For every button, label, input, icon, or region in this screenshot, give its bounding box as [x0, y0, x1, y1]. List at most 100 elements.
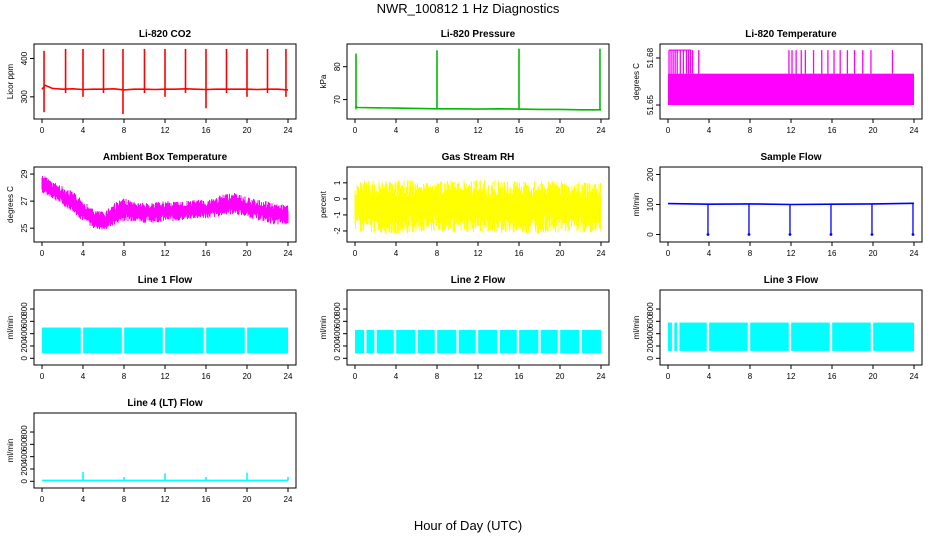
data-gap [677, 321, 680, 352]
x-tick-label: 4 [81, 372, 86, 381]
x-tick-label: 4 [394, 372, 399, 381]
y-tick-label: 0 [646, 356, 655, 361]
y-tick-label: 25 [20, 223, 29, 232]
y-tick-label: 400 [20, 326, 29, 340]
x-tick-label: 4 [81, 126, 86, 135]
y-axis-label: ml/min [632, 316, 641, 340]
y-tick-label: 0 [333, 196, 342, 201]
data-gap [829, 321, 833, 352]
x-tick-label: 8 [435, 126, 440, 135]
x-tick-label: 24 [910, 372, 919, 381]
y-tick-label: 800 [20, 302, 29, 316]
data-gap [788, 321, 792, 352]
x-tick-label: 20 [243, 372, 252, 381]
y-tick-label: 51.68 [646, 47, 655, 68]
x-tick-label: 16 [202, 126, 211, 135]
x-axis-label: Hour of Day (UTC) [413, 518, 523, 533]
data-line [41, 84, 289, 91]
x-tick-label: 8 [122, 126, 127, 135]
y-tick-label: 600 [333, 314, 342, 328]
x-tick-label: 8 [748, 372, 753, 381]
panel-title: Sample Flow [760, 152, 821, 163]
panel-title: Li-820 Temperature [745, 29, 837, 40]
panel-4: Ambient Box Temperature 0 4 8 12 16 20 24 25 27 29… [6, 152, 297, 258]
data-gap [364, 328, 367, 355]
panel-10: Line 4 (LT) Flow 0 4 8 12 16 20 24 0 200400600800… [6, 398, 297, 504]
x-tick-label: 20 [243, 495, 252, 504]
data-gap [747, 321, 751, 352]
x-tick-label: 12 [474, 126, 483, 135]
y-tick-label: 200 [20, 339, 29, 353]
data-gap [516, 328, 520, 355]
x-tick-label: 16 [515, 126, 524, 135]
panel-title: Line 2 Flow [451, 275, 506, 286]
data-gap [434, 328, 438, 355]
x-tick-label: 16 [202, 495, 211, 504]
data-gap [244, 326, 248, 355]
y-axis-label: ml/min [319, 316, 328, 340]
x-tick-label: 24 [284, 249, 293, 258]
data-gap [80, 326, 84, 355]
x-tick-label: 4 [707, 249, 712, 258]
panel-title: Gas Stream RH [442, 152, 515, 163]
data-gap [870, 321, 874, 352]
data-gap [162, 326, 166, 355]
x-tick-label: 20 [556, 372, 565, 381]
x-tick-label: 4 [707, 372, 712, 381]
y-tick-label: -2 [333, 227, 342, 235]
x-tick-label: 20 [556, 249, 565, 258]
y-axis-label: ml/min [632, 193, 641, 217]
y-axis-label: percent [319, 190, 328, 217]
y-tick-label: 400 [20, 51, 29, 65]
data-gap [497, 328, 500, 355]
y-axis-label: kPa [319, 74, 328, 88]
x-tick-label: 0 [40, 495, 45, 504]
y-tick-label: 200 [646, 339, 655, 353]
x-tick-label: 4 [707, 126, 712, 135]
data-gap [671, 321, 675, 352]
x-tick-label: 8 [748, 249, 753, 258]
y-tick-label: 0 [20, 356, 29, 361]
y-tick-label: 600 [20, 437, 29, 451]
y-tick-label: 70 [333, 95, 342, 104]
y-axis-label: Licor ppm [6, 64, 15, 99]
panel-6: Sample Flow 0 4 8 12 16 20 24 0 100 200 ml/min [632, 152, 923, 258]
data-dip-point [706, 233, 710, 236]
y-tick-label: 600 [646, 314, 655, 328]
x-tick-label: 0 [353, 372, 358, 381]
y-tick-label: -1 [333, 211, 342, 219]
data-band [668, 73, 914, 106]
y-tick-label: 200 [646, 167, 655, 181]
x-tick-label: 0 [666, 126, 671, 135]
panel-title: Line 4 (LT) Flow [127, 398, 203, 409]
x-tick-label: 20 [243, 249, 252, 258]
data-dip-point [911, 233, 915, 236]
y-tick-label: 600 [20, 314, 29, 328]
x-tick-label: 16 [828, 126, 837, 135]
data-envelope [354, 179, 602, 235]
figure-title: NWR_100812 1 Hz Diagnostics [376, 1, 560, 16]
x-tick-label: 12 [787, 372, 796, 381]
x-tick-label: 8 [435, 372, 440, 381]
x-tick-label: 0 [40, 126, 45, 135]
data-gap [579, 328, 582, 355]
x-tick-label: 0 [40, 249, 45, 258]
y-tick-label: 80 [333, 62, 342, 71]
data-gap [374, 328, 377, 355]
data-dip-point [870, 233, 874, 236]
x-tick-label: 16 [202, 372, 211, 381]
panel-2: Li-820 Pressure 0 4 8 12 16 20 24 70 80 kPa [319, 29, 610, 135]
data-gap [475, 328, 479, 355]
x-tick-label: 8 [435, 249, 440, 258]
x-tick-label: 20 [869, 249, 878, 258]
x-tick-label: 12 [787, 126, 796, 135]
x-tick-label: 12 [161, 372, 170, 381]
y-tick-label: 400 [20, 449, 29, 463]
y-tick-label: 0 [646, 232, 655, 237]
x-tick-label: 8 [122, 372, 127, 381]
y-axis-label: ml/min [6, 439, 15, 463]
x-tick-label: 8 [122, 495, 127, 504]
x-tick-label: 24 [284, 372, 293, 381]
x-tick-label: 20 [869, 372, 878, 381]
x-tick-label: 12 [161, 495, 170, 504]
